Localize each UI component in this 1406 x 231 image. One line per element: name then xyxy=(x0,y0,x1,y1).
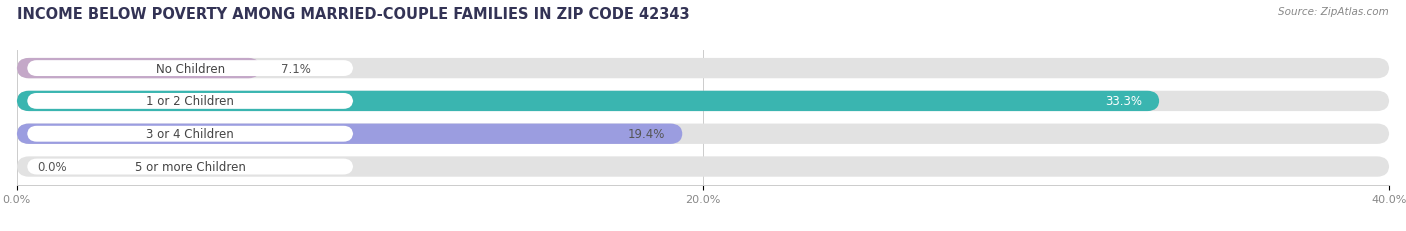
FancyBboxPatch shape xyxy=(17,157,1389,177)
FancyBboxPatch shape xyxy=(27,126,353,142)
FancyBboxPatch shape xyxy=(17,124,682,144)
Text: 3 or 4 Children: 3 or 4 Children xyxy=(146,128,233,141)
FancyBboxPatch shape xyxy=(27,94,353,109)
Text: Source: ZipAtlas.com: Source: ZipAtlas.com xyxy=(1278,7,1389,17)
FancyBboxPatch shape xyxy=(17,91,1160,112)
Text: 5 or more Children: 5 or more Children xyxy=(135,160,246,173)
FancyBboxPatch shape xyxy=(17,59,260,79)
Text: 1 or 2 Children: 1 or 2 Children xyxy=(146,95,233,108)
Text: 0.0%: 0.0% xyxy=(38,160,67,173)
Text: 7.1%: 7.1% xyxy=(281,62,311,75)
FancyBboxPatch shape xyxy=(17,124,1389,144)
FancyBboxPatch shape xyxy=(17,59,1389,79)
Text: 33.3%: 33.3% xyxy=(1105,95,1142,108)
Text: 19.4%: 19.4% xyxy=(628,128,665,141)
FancyBboxPatch shape xyxy=(27,159,353,175)
FancyBboxPatch shape xyxy=(27,61,353,77)
FancyBboxPatch shape xyxy=(17,91,1389,112)
Text: No Children: No Children xyxy=(156,62,225,75)
Text: INCOME BELOW POVERTY AMONG MARRIED-COUPLE FAMILIES IN ZIP CODE 42343: INCOME BELOW POVERTY AMONG MARRIED-COUPL… xyxy=(17,7,689,22)
